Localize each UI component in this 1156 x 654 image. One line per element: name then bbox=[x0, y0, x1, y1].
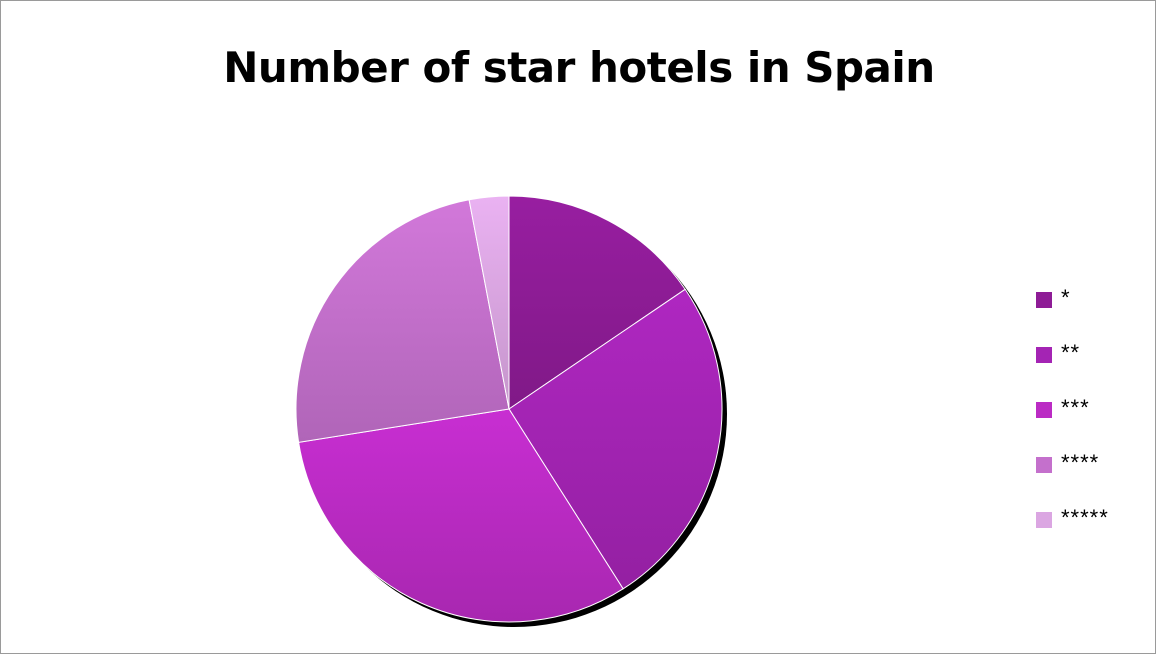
legend-swatch bbox=[1036, 457, 1052, 473]
pie-slices bbox=[295, 195, 723, 623]
legend-swatch bbox=[1036, 292, 1052, 308]
pie-slice-1 bbox=[508, 195, 686, 410]
legend-item: ** bbox=[1036, 342, 1151, 397]
pie-slice-4 bbox=[295, 199, 510, 443]
legend: * ** *** **** ***** bbox=[1036, 287, 1151, 562]
legend-item: ***** bbox=[1036, 507, 1151, 562]
legend-swatch bbox=[1036, 512, 1052, 528]
pie-slice-3 bbox=[298, 408, 624, 623]
legend-label: **** bbox=[1061, 450, 1100, 475]
legend-item: * bbox=[1036, 287, 1151, 342]
legend-label: ** bbox=[1061, 340, 1081, 365]
legend-label: * bbox=[1061, 285, 1071, 310]
pie-slice-5 bbox=[468, 195, 510, 410]
legend-label: ***** bbox=[1061, 505, 1109, 530]
legend-swatch bbox=[1036, 402, 1052, 418]
legend-item: **** bbox=[1036, 452, 1151, 507]
legend-item: *** bbox=[1036, 397, 1151, 452]
chart-title: Number of star hotels in Spain bbox=[223, 43, 935, 92]
pie-slice-2 bbox=[508, 288, 723, 590]
legend-label: *** bbox=[1061, 395, 1090, 420]
legend-swatch bbox=[1036, 347, 1052, 363]
